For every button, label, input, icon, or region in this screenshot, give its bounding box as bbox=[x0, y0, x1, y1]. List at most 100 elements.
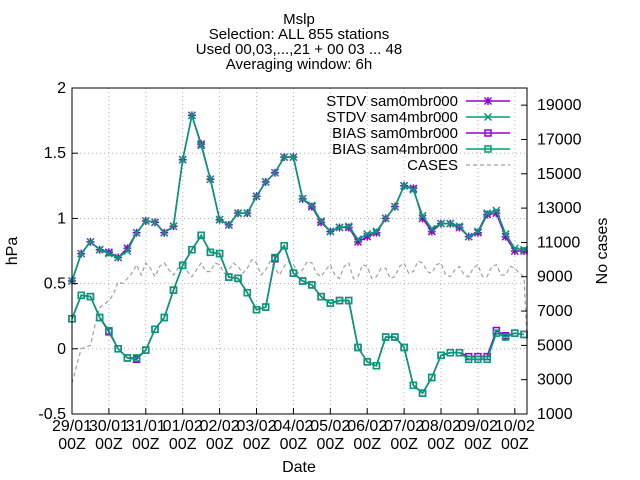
data-point bbox=[132, 228, 141, 237]
x-tick-date: 02/02 bbox=[200, 418, 240, 435]
data-point-shape bbox=[363, 230, 372, 239]
data-point-shape bbox=[473, 228, 482, 237]
data-point-shape bbox=[390, 202, 399, 211]
data-point-shape bbox=[289, 269, 298, 277]
data-point-shape bbox=[114, 345, 122, 353]
legend-swatch-marker bbox=[484, 129, 492, 137]
data-point-shape bbox=[418, 211, 427, 220]
data-point-shape bbox=[104, 249, 113, 258]
data-point-shape bbox=[335, 223, 344, 232]
data-point bbox=[510, 246, 519, 256]
data-point bbox=[437, 351, 445, 360]
data-point-shape bbox=[197, 231, 205, 240]
data-point bbox=[363, 230, 372, 239]
data-point-shape bbox=[326, 299, 335, 307]
data-point-shape bbox=[474, 355, 482, 363]
data-point bbox=[427, 227, 436, 236]
data-point bbox=[400, 181, 409, 190]
chart-title: Mslp bbox=[283, 11, 315, 28]
data-point bbox=[225, 273, 233, 281]
legend-swatch-marker-shape bbox=[483, 112, 493, 122]
data-point bbox=[123, 244, 132, 253]
data-point bbox=[501, 333, 510, 341]
data-point bbox=[243, 209, 252, 218]
data-point bbox=[160, 313, 169, 322]
data-point bbox=[381, 333, 390, 341]
data-point-shape bbox=[243, 288, 252, 297]
data-point-shape bbox=[178, 261, 187, 270]
data-point-shape bbox=[243, 209, 252, 218]
data-point-shape bbox=[224, 220, 233, 229]
data-point bbox=[104, 249, 113, 258]
y2-tick-label: 17000 bbox=[537, 131, 582, 148]
series-stdv-sam4mbr000 bbox=[67, 111, 529, 286]
data-point-shape bbox=[123, 244, 132, 253]
y-axis-label: hPa bbox=[4, 237, 21, 266]
data-point-shape bbox=[206, 175, 215, 184]
x-tick-date: 10/02 bbox=[495, 418, 535, 435]
data-point-shape bbox=[418, 389, 427, 397]
data-point-shape bbox=[234, 209, 243, 218]
data-point-shape bbox=[446, 348, 454, 357]
data-point bbox=[353, 235, 363, 244]
data-point-shape bbox=[298, 277, 307, 285]
series-layer bbox=[67, 111, 529, 397]
data-point bbox=[188, 245, 196, 254]
data-point bbox=[95, 245, 104, 254]
x-tick-date: 03/02 bbox=[236, 418, 276, 435]
data-point-shape bbox=[77, 249, 86, 258]
data-point-shape bbox=[372, 227, 381, 236]
legend-swatch-marker-shape bbox=[484, 145, 492, 153]
data-point-shape bbox=[520, 245, 529, 254]
data-point-shape bbox=[363, 232, 372, 241]
data-point-shape bbox=[427, 224, 436, 233]
data-point-shape bbox=[142, 346, 150, 354]
data-point bbox=[132, 354, 141, 362]
data-point bbox=[234, 209, 243, 218]
data-point-shape bbox=[132, 354, 141, 362]
x-tick-hour: 00Z bbox=[317, 436, 345, 453]
x-tick-date: 01/02 bbox=[163, 418, 203, 435]
data-point bbox=[427, 224, 436, 233]
x-tick-hour: 00Z bbox=[206, 436, 234, 453]
x-tick-date: 08/02 bbox=[421, 418, 461, 435]
legend-swatch-marker-shape bbox=[483, 96, 493, 106]
data-point bbox=[308, 281, 316, 289]
data-point bbox=[86, 292, 95, 301]
data-point-shape bbox=[160, 313, 169, 322]
data-point bbox=[511, 329, 519, 337]
data-point-shape bbox=[206, 248, 215, 257]
legend-label: STDV sam0mbr000 bbox=[326, 93, 458, 110]
x-tick-date: 07/02 bbox=[384, 418, 424, 435]
series-stdv-sam0mbr000 bbox=[67, 111, 529, 286]
data-point bbox=[104, 248, 113, 257]
data-point-shape bbox=[501, 230, 510, 239]
data-point-shape bbox=[353, 235, 363, 244]
y2-tick-label: 11000 bbox=[537, 234, 580, 251]
series-bias-sam4mbr000 bbox=[68, 231, 528, 397]
data-point bbox=[446, 348, 454, 357]
series-line bbox=[71, 112, 525, 282]
data-point bbox=[418, 389, 427, 397]
data-point bbox=[520, 246, 529, 256]
legend-swatch-marker bbox=[483, 112, 493, 122]
data-point-shape bbox=[132, 228, 141, 237]
data-point-shape bbox=[234, 274, 242, 283]
x-tick-date: 04/02 bbox=[273, 418, 313, 435]
y-tick-label: 1 bbox=[57, 210, 66, 227]
x-tick-date: 09/02 bbox=[458, 418, 498, 435]
data-point-shape bbox=[289, 153, 298, 162]
data-point bbox=[261, 303, 270, 311]
x-tick-hour: 00Z bbox=[501, 436, 529, 453]
data-point bbox=[520, 245, 529, 254]
data-point bbox=[105, 326, 113, 335]
data-point bbox=[473, 228, 482, 237]
data-point-shape bbox=[308, 281, 316, 289]
data-point bbox=[95, 313, 104, 322]
y-tick-label: 0 bbox=[57, 341, 66, 358]
data-point bbox=[409, 185, 418, 194]
data-point bbox=[418, 214, 427, 223]
data-point-shape bbox=[215, 215, 224, 224]
axes: -0.5 0 0.5 1 1.5 2 1000 3000 5000 7000 9000 11000 13… bbox=[38, 80, 581, 453]
data-point bbox=[178, 155, 187, 164]
